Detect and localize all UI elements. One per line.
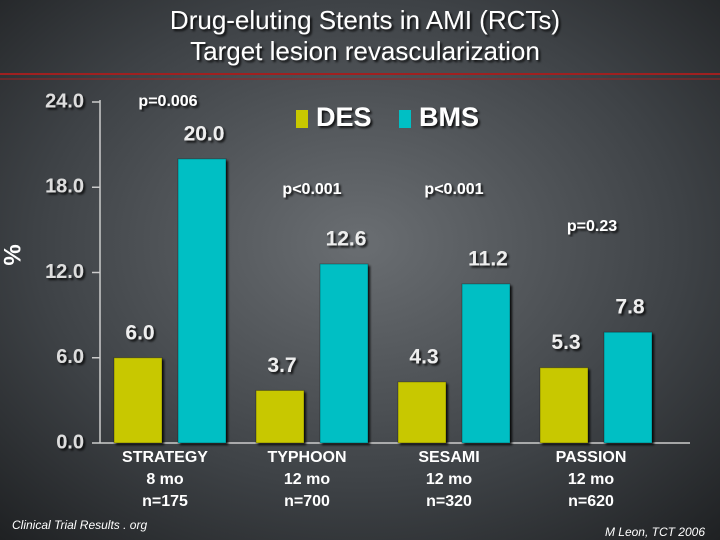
- bar: [255, 389, 305, 444]
- value-label: 4.3: [409, 345, 438, 368]
- y-tick-label: 24.0: [45, 90, 84, 112]
- legend-swatch: [399, 110, 411, 128]
- p-value: p=0.006: [138, 93, 197, 110]
- y-tick-label: 6.0: [56, 346, 84, 368]
- footnote: Clinical Trial Results . org: [12, 518, 147, 532]
- p-value: p<0.001: [424, 181, 483, 198]
- bar: [539, 367, 589, 444]
- footnote: M Leon, TCT 2006: [605, 525, 705, 539]
- legend-label: DES: [316, 102, 372, 132]
- x-tick-label: n=700: [284, 493, 330, 510]
- x-tick-label: PASSION: [556, 449, 627, 466]
- value-label: 11.2: [468, 247, 508, 270]
- y-tick-label: 12.0: [45, 261, 84, 283]
- x-tick-label: n=320: [426, 493, 472, 510]
- x-tick-label: 8 mo: [146, 471, 184, 488]
- value-label: 5.3: [551, 331, 580, 354]
- p-value: p<0.001: [282, 181, 341, 198]
- x-tick-label: n=620: [568, 493, 614, 510]
- p-value: p=0.23: [567, 218, 617, 235]
- value-label: 12.6: [326, 228, 367, 251]
- y-tick-label: 0.0: [56, 431, 84, 453]
- x-tick-label: STRATEGY: [122, 449, 208, 466]
- chart-subtitle: Target lesion revascularization: [190, 36, 540, 66]
- bar: [461, 283, 511, 444]
- x-tick-label: 12 mo: [568, 471, 614, 488]
- x-tick-label: SESAMI: [418, 449, 479, 466]
- bar: [397, 381, 447, 444]
- x-tick-label: 12 mo: [426, 471, 472, 488]
- x-tick-label: n=175: [142, 493, 188, 510]
- value-label: 7.8: [615, 296, 645, 319]
- legend-swatch: [296, 110, 308, 128]
- y-axis-label: %: [0, 244, 26, 265]
- chart-title: Drug-eluting Stents in AMI (RCTs): [170, 5, 560, 35]
- bar: [113, 357, 163, 444]
- x-tick-label: 12 mo: [284, 471, 330, 488]
- value-label: 20.0: [184, 122, 225, 145]
- value-label: 6.0: [125, 321, 154, 344]
- bar: [177, 158, 227, 444]
- y-tick-label: 18.0: [45, 176, 84, 198]
- bar: [603, 331, 653, 444]
- x-tick-label: TYPHOON: [267, 449, 346, 466]
- bar: [319, 263, 369, 444]
- value-label: 3.7: [267, 354, 296, 377]
- legend-label: BMS: [419, 102, 479, 132]
